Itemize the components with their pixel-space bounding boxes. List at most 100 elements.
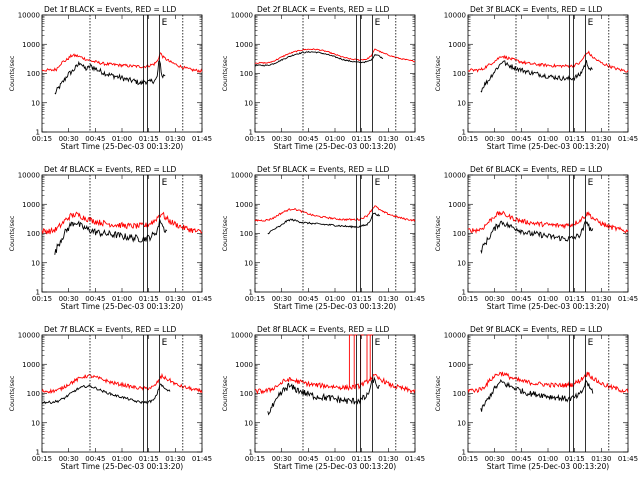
x-tick-label: 00:45 bbox=[85, 455, 105, 463]
y-axis-label: Counts/sec bbox=[434, 215, 442, 251]
x-tick-label: 01:45 bbox=[405, 455, 425, 463]
y-axis-label: Counts/sec bbox=[221, 375, 229, 411]
y-tick-label: 10 bbox=[31, 419, 40, 427]
y-axis-label: Counts/sec bbox=[8, 215, 16, 251]
x-tick-label: 01:30 bbox=[165, 135, 185, 143]
panel-title: Det 2f BLACK = Events, RED = LLD bbox=[257, 5, 390, 14]
y-tick-label: 10000 bbox=[231, 332, 253, 340]
y-tick-label: 10 bbox=[457, 99, 466, 107]
x-tick-label: 00:30 bbox=[485, 295, 505, 303]
x-tick-label: 00:30 bbox=[59, 455, 79, 463]
y-tick-label: 100 bbox=[27, 230, 40, 238]
y-tick-label: 10000 bbox=[18, 172, 40, 180]
x-tick-label: 01:15 bbox=[565, 135, 585, 143]
y-tick-label: 100 bbox=[240, 70, 253, 78]
panel-title: Det 6f BLACK = Events, RED = LLD bbox=[470, 165, 603, 174]
x-tick-label: 00:30 bbox=[485, 455, 505, 463]
x-tick-label: 00:45 bbox=[85, 135, 105, 143]
events-series-line bbox=[480, 219, 594, 255]
events-series-line bbox=[54, 60, 166, 95]
y-tick-label: 10 bbox=[244, 99, 253, 107]
y-tick-label: 10000 bbox=[444, 332, 466, 340]
x-tick-label: 01:15 bbox=[139, 295, 159, 303]
y-tick-label: 10000 bbox=[231, 12, 253, 20]
events-series-line bbox=[267, 376, 380, 416]
x-axis-label: Start Time (25-Dec-03 00:13:20) bbox=[61, 302, 183, 311]
y-tick-label: 1 bbox=[249, 129, 253, 137]
detector-panel: Det 2f BLACK = Events, RED = LLD 1 10 100 10… bbox=[221, 5, 425, 151]
x-tick-label: 01:45 bbox=[192, 135, 212, 143]
x-tick-label: 01:15 bbox=[565, 455, 585, 463]
lld-series-line bbox=[41, 52, 203, 73]
lld-series-line bbox=[41, 211, 203, 235]
x-tick-label: 00:45 bbox=[298, 455, 318, 463]
y-tick-label: 10000 bbox=[444, 172, 466, 180]
x-tick-label: 01:15 bbox=[139, 135, 159, 143]
y-tick-label: 1000 bbox=[235, 41, 253, 49]
x-tick-label: 01:00 bbox=[112, 295, 132, 303]
marker-flag: E bbox=[162, 338, 168, 348]
marker-flag: E bbox=[588, 338, 594, 348]
x-tick-label: 01:00 bbox=[112, 455, 132, 463]
panel-title: Det 3f BLACK = Events, RED = LLD bbox=[470, 5, 603, 14]
x-tick-label: 00:30 bbox=[272, 135, 292, 143]
marker-flag: E bbox=[375, 18, 381, 28]
y-tick-label: 1 bbox=[249, 449, 253, 457]
y-tick-label: 10 bbox=[457, 419, 466, 427]
y-tick-label: 1 bbox=[462, 129, 466, 137]
y-tick-label: 10 bbox=[31, 259, 40, 267]
x-tick-label: 00:15 bbox=[245, 135, 265, 143]
y-tick-label: 10000 bbox=[231, 172, 253, 180]
x-tick-label: 01:45 bbox=[618, 135, 638, 143]
lld-series-line bbox=[467, 50, 629, 73]
x-tick-label: 01:30 bbox=[378, 455, 398, 463]
y-tick-label: 1 bbox=[249, 289, 253, 297]
y-tick-label: 10 bbox=[244, 259, 253, 267]
y-axis-label: Counts/sec bbox=[8, 55, 16, 91]
events-series-line bbox=[54, 219, 168, 255]
x-tick-label: 00:30 bbox=[59, 135, 79, 143]
x-tick-label: 00:45 bbox=[85, 295, 105, 303]
marker-flag: E bbox=[588, 18, 594, 28]
x-tick-label: 01:00 bbox=[325, 455, 345, 463]
x-tick-label: 01:45 bbox=[192, 455, 212, 463]
x-tick-label: 01:15 bbox=[352, 135, 372, 143]
panel-title: Det 5f BLACK = Events, RED = LLD bbox=[257, 165, 390, 174]
y-tick-label: 10000 bbox=[444, 12, 466, 20]
x-tick-label: 01:45 bbox=[192, 295, 212, 303]
y-tick-label: 10 bbox=[457, 259, 466, 267]
x-tick-label: 00:30 bbox=[485, 135, 505, 143]
panel-title: Det 4f BLACK = Events, RED = LLD bbox=[44, 165, 177, 174]
y-tick-label: 1 bbox=[36, 129, 40, 137]
marker-flag: E bbox=[375, 178, 381, 188]
x-axis-label: Start Time (25-Dec-03 00:13:20) bbox=[274, 462, 396, 471]
panel-title: Det 1f BLACK = Events, RED = LLD bbox=[44, 5, 177, 14]
y-tick-label: 10 bbox=[31, 99, 40, 107]
lld-series-line bbox=[467, 371, 629, 394]
y-tick-label: 1000 bbox=[235, 201, 253, 209]
y-tick-label: 100 bbox=[453, 390, 466, 398]
x-tick-label: 00:30 bbox=[272, 455, 292, 463]
y-tick-label: 100 bbox=[27, 70, 40, 78]
x-tick-label: 01:30 bbox=[591, 295, 611, 303]
y-tick-label: 100 bbox=[453, 70, 466, 78]
marker-flag: E bbox=[162, 18, 168, 28]
y-tick-label: 10000 bbox=[18, 12, 40, 20]
x-tick-label: 01:30 bbox=[378, 135, 398, 143]
plot-frame bbox=[41, 174, 203, 293]
x-tick-label: 01:30 bbox=[591, 135, 611, 143]
lld-series-line bbox=[254, 373, 416, 395]
x-tick-label: 00:15 bbox=[458, 455, 478, 463]
events-series-line bbox=[254, 50, 384, 67]
x-tick-label: 01:00 bbox=[538, 295, 558, 303]
x-tick-label: 01:00 bbox=[112, 135, 132, 143]
lld-series-line bbox=[41, 372, 203, 394]
x-tick-label: 00:30 bbox=[272, 295, 292, 303]
x-tick-label: 01:15 bbox=[139, 455, 159, 463]
x-axis-label: Start Time (25-Dec-03 00:13:20) bbox=[61, 142, 183, 151]
y-tick-label: 10000 bbox=[18, 332, 40, 340]
x-tick-label: 01:30 bbox=[165, 455, 185, 463]
x-tick-label: 01:45 bbox=[618, 295, 638, 303]
y-tick-label: 1000 bbox=[22, 361, 40, 369]
lld-series-line bbox=[254, 48, 416, 65]
